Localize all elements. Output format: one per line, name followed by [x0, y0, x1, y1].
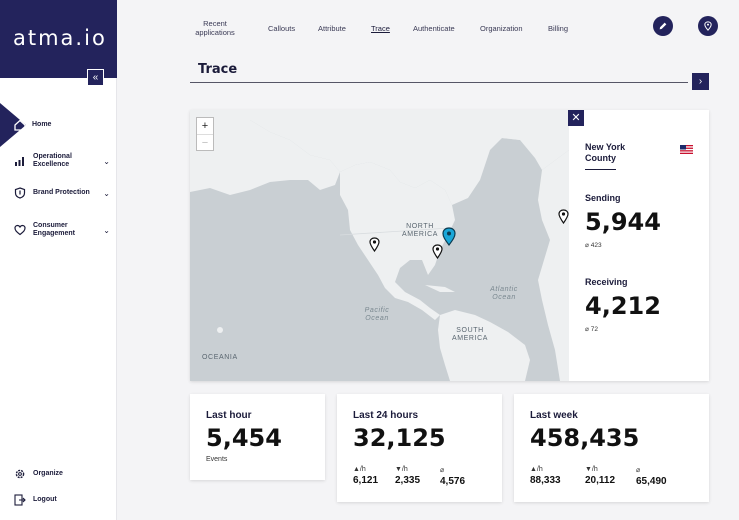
stat-down-per-hour: ▼/h 2,335 [395, 466, 420, 486]
stat-value: 4,576 [440, 476, 466, 487]
stat-up-per-hour: ▲/h 6,121 [353, 466, 378, 486]
card-last-week: Last week 458,435 ▲/h 88,333 ▼/h 20,112 … [514, 394, 709, 502]
card-value: 5,454 [206, 424, 282, 452]
close-panel-button[interactable]: ✕ [568, 110, 584, 126]
location-button[interactable] [698, 16, 718, 36]
stat-label: ▲/h [530, 466, 543, 473]
tab-attribute[interactable]: Attribute [318, 24, 346, 33]
tab-authenticate[interactable]: Authenticate [413, 24, 455, 33]
tab-trace[interactable]: Trace [371, 24, 390, 33]
tab-billing[interactable]: Billing [548, 24, 569, 33]
stat-down-per-hour: ▼/h 20,112 [585, 466, 615, 486]
heart-icon [14, 224, 26, 236]
sidebar-item-label: Operational Excellence [33, 153, 72, 168]
card-value: 32,125 [353, 424, 446, 452]
sidebar-item-label: Home [32, 121, 52, 128]
zoom-in-button[interactable]: + [201, 120, 209, 132]
stat-label: ⌀ [636, 467, 641, 474]
stat-value: 6,121 [353, 475, 379, 486]
chevron-down-icon: ⌄ [103, 188, 110, 198]
map-pin-active-marker[interactable] [442, 227, 456, 246]
stat-value: 65,490 [636, 476, 667, 487]
sidebar-item-label: Logout [33, 496, 57, 503]
stat-label: ▼/h [585, 466, 598, 473]
stat-value: 88,333 [530, 475, 561, 486]
card-subtitle: Events [206, 456, 228, 463]
card-last-hour: Last hour 5,454 Events [190, 394, 325, 480]
tab-callouts[interactable]: Callouts [268, 24, 296, 33]
bar-chart-icon [15, 157, 24, 166]
us-flag-icon [680, 145, 693, 154]
stat-average: ⌀ 4,576 [440, 466, 465, 487]
sending-value: 5,944 [585, 208, 661, 236]
sidebar-item-operational-excellence[interactable]: Operational Excellence ⌄ [14, 153, 110, 169]
zoom-controls: + − [196, 117, 214, 151]
page-title: Trace [198, 62, 238, 77]
tab-organization[interactable]: Organization [480, 24, 523, 33]
edit-button[interactable] [653, 16, 673, 36]
map-pin-marker[interactable] [432, 244, 443, 259]
sending-average: ⌀ 423 [585, 242, 602, 249]
map-pin-marker[interactable] [558, 209, 569, 224]
next-button[interactable]: › [692, 73, 709, 90]
sidebar-item-brand-protection[interactable]: Brand Protection ⌄ [14, 187, 110, 199]
card-value: 458,435 [530, 424, 640, 452]
map-label-atlantic-ocean: Atlantic Ocean [490, 286, 518, 301]
app-logo[interactable]: atma.io [13, 26, 107, 50]
world-map[interactable]: + − NORTH AMERICA SOUTH AMERICA Pacific … [190, 110, 569, 381]
sidebar-item-home[interactable]: Home [14, 119, 110, 131]
region-details-panel: New York County Sending 5,944 ⌀ 423 Rece… [585, 110, 709, 381]
tab-recent-applications[interactable]: Recent applications [195, 19, 235, 37]
stat-label: ▼/h [395, 466, 408, 473]
stat-up-per-hour: ▲/h 88,333 [530, 466, 561, 486]
sending-label: Sending [585, 193, 621, 203]
sidebar-item-logout[interactable]: Logout [14, 494, 110, 506]
sidebar-item-label: Brand Protection [33, 189, 90, 196]
logout-icon [14, 494, 26, 506]
card-title: Last hour [206, 410, 252, 421]
chevron-down-icon: ⌄ [103, 225, 110, 235]
zoom-out-button[interactable]: − [197, 134, 213, 150]
card-last-24-hours: Last 24 hours 32,125 ▲/h 6,121 ▼/h 2,335… [337, 394, 502, 502]
logo-area: atma.io [0, 0, 117, 78]
map-pin-marker[interactable] [369, 237, 380, 252]
stat-value: 2,335 [395, 475, 421, 486]
receiving-label: Receiving [585, 277, 628, 287]
sidebar-item-organize[interactable]: Organize [14, 468, 110, 480]
collapse-sidebar-button[interactable]: « [87, 69, 104, 86]
stat-label: ▲/h [353, 466, 366, 473]
receiving-average: ⌀ 72 [585, 326, 598, 333]
title-divider [190, 82, 688, 83]
map-card: + − NORTH AMERICA SOUTH AMERICA Pacific … [190, 110, 709, 381]
active-item-marker [0, 103, 26, 147]
sidebar: atma.io « Home Operational Excellence ⌄ … [0, 0, 117, 520]
map-label-oceania: OCEANIA [202, 354, 238, 361]
chevron-right-icon: › [698, 76, 703, 87]
home-icon [14, 119, 26, 131]
sidebar-item-label: Organize [33, 470, 63, 477]
map-label-north-america: NORTH AMERICA [401, 223, 439, 238]
stat-value: 20,112 [585, 475, 616, 486]
gear-icon [15, 469, 25, 479]
stat-average: ⌀ 65,490 [636, 466, 667, 487]
stat-label: ⌀ [440, 467, 445, 474]
card-title: Last week [530, 410, 578, 421]
receiving-value: 4,212 [585, 292, 661, 320]
map-label-south-america: SOUTH AMERICA [451, 327, 489, 342]
map-land-layer [190, 110, 569, 381]
shield-icon [14, 187, 26, 199]
region-divider [585, 169, 616, 170]
location-pin-icon [704, 21, 712, 31]
sidebar-item-consumer-engagement[interactable]: Consumer Engagement ⌄ [14, 222, 110, 238]
chevron-down-icon: ⌄ [103, 156, 110, 166]
map-label-pacific-ocean: Pacific Ocean [364, 307, 390, 322]
sidebar-item-label: Consumer Engagement [33, 222, 76, 237]
region-name: New York County [585, 142, 626, 163]
card-title: Last 24 hours [353, 410, 419, 421]
pencil-icon [659, 22, 667, 30]
